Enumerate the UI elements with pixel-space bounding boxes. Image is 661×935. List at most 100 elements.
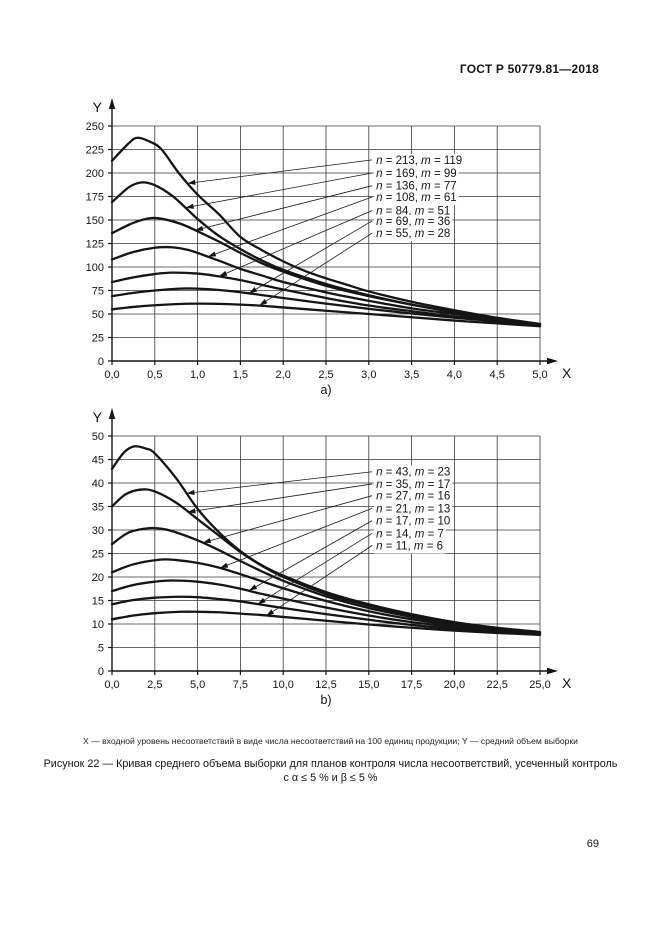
- y-axis-title: Y: [93, 409, 103, 425]
- chart-sublabel: b): [320, 693, 331, 707]
- y-axis-arrow-icon: [108, 98, 116, 109]
- legend-leader-line: [189, 483, 373, 513]
- curve-n21-m13: [110, 558, 542, 635]
- legend-label-mask: [374, 502, 453, 517]
- legend-label-n43: n = 43, m = 23: [376, 467, 450, 479]
- x-tick-label: 17,5: [401, 679, 422, 691]
- legend-leader-arrow-icon: [207, 251, 217, 257]
- legend-leader-line: [221, 508, 373, 568]
- legend-leader-arrow-icon: [195, 225, 204, 231]
- y-tick-label: 20: [92, 572, 104, 584]
- legend-label-n136: n = 136, m = 77: [376, 181, 457, 193]
- curve-n27-m16: [110, 526, 542, 635]
- y-tick-label: 75: [92, 286, 104, 298]
- curve-n35-m17: [110, 488, 542, 634]
- plot-area: 0,0 2,5 5,0 7,5 10,0 12,5 15,0 17,5 20,0 22,5 25,0…: [92, 408, 572, 707]
- x-axis-title: X: [562, 675, 572, 691]
- y-tick-label: 45: [92, 455, 104, 467]
- y-tick-label: 25: [92, 549, 104, 561]
- legend-leader-arrow-icon: [259, 299, 268, 306]
- y-tick-label: 175: [86, 192, 104, 204]
- chart-a: 0,0 0,5 1,0 1,5 2,0 2,5 3,0 3,5 4,0 4,5 5,0 0 25 50 75…: [86, 98, 572, 397]
- x-tick-label: 3,5: [404, 369, 419, 381]
- x-axis-arrow-icon: [547, 667, 558, 675]
- legend-label-n55: n = 55, m = 28: [376, 228, 450, 240]
- legend-leader-line: [196, 185, 373, 231]
- x-tick-label: 0,5: [147, 369, 162, 381]
- legend-leader-line: [259, 532, 373, 604]
- y-tick-label: 5: [98, 643, 104, 655]
- x-tick-label: 5,0: [532, 369, 547, 381]
- x-tick-label: 5,0: [190, 679, 205, 691]
- x-tick-label: 20,0: [444, 679, 465, 691]
- legend-leader-line: [189, 159, 373, 184]
- curve-n213-m119: [110, 136, 542, 326]
- legend-label-n69: n = 69, m = 36: [376, 216, 450, 228]
- x-tick-label: 22,5: [486, 679, 507, 691]
- legend-leader-arrow-icon: [185, 203, 194, 209]
- x-tick-label: 2,0: [276, 369, 291, 381]
- legend-label-mask: [374, 514, 453, 529]
- y-axis-arrow-icon: [108, 408, 116, 419]
- chart-sublabel: a): [320, 383, 331, 397]
- y-tick-label: 0: [98, 666, 104, 678]
- y-tick-label: 200: [86, 168, 104, 180]
- legend-label-mask: [374, 227, 453, 242]
- legend-label-n84: n = 84, m = 51: [376, 206, 450, 218]
- legend-label-n27: n = 27, m = 16: [376, 491, 450, 503]
- y-tick-label: 125: [86, 239, 104, 251]
- legend-leader-arrow-icon: [248, 584, 258, 591]
- legend-label-mask: [374, 190, 459, 205]
- legend-label-mask: [374, 489, 453, 504]
- legend-label-mask: [374, 465, 453, 480]
- legend-leader-arrow-icon: [266, 609, 275, 617]
- x-tick-label: 0,0: [104, 679, 119, 691]
- legend-leader-line: [250, 220, 373, 293]
- y-axis-title: Y: [93, 99, 103, 115]
- legend-leader-arrow-icon: [187, 179, 196, 185]
- legend-leader-arrow-icon: [219, 562, 229, 569]
- y-tick-label: 100: [86, 262, 104, 274]
- y-tick-label: 50: [92, 309, 104, 321]
- x-tick-label: 1,0: [190, 369, 205, 381]
- y-tick-label: 150: [86, 215, 104, 227]
- curve-n11-m6: [110, 610, 542, 636]
- axis-definitions-note: X — входной уровень несоответствий в вид…: [83, 736, 578, 746]
- legend-leader-arrow-icon: [202, 538, 212, 544]
- y-tick-label: 50: [92, 431, 104, 443]
- legend-leader-arrow-icon: [186, 489, 195, 495]
- x-tick-label: 4,0: [447, 369, 462, 381]
- x-axis-title: X: [562, 365, 572, 381]
- legend-label-mask: [374, 179, 459, 194]
- y-tick-label: 250: [86, 121, 104, 133]
- y-tick-label: 30: [92, 525, 104, 537]
- x-tick-label: 2,5: [318, 369, 333, 381]
- x-tick-label: 2,5: [147, 679, 162, 691]
- x-tick-label: 4,5: [490, 369, 505, 381]
- legend-label-mask: [374, 214, 453, 229]
- legend-leader-line: [188, 471, 373, 494]
- legend-label-n35: n = 35, m = 17: [376, 479, 450, 491]
- x-tick-label: 12,5: [315, 679, 336, 691]
- legend-leader-arrow-icon: [248, 287, 258, 294]
- y-tick-label: 25: [92, 333, 104, 345]
- legend-leader-arrow-icon: [257, 597, 266, 605]
- x-tick-label: 7,5: [233, 679, 248, 691]
- legend-label-mask: [374, 477, 453, 492]
- x-tick-label: 3,0: [361, 369, 376, 381]
- legend-label-mask: [374, 153, 465, 168]
- legend-leader-line: [250, 520, 373, 590]
- page-number: 69: [586, 838, 599, 850]
- legend-leader-arrow-icon: [187, 508, 196, 514]
- curve-n17-m10: [110, 579, 542, 636]
- legend-leader-line: [187, 172, 373, 208]
- legend-label-mask: [374, 539, 446, 554]
- legend-label-n108: n = 108, m = 61: [376, 192, 457, 204]
- legend-label-n14: n = 14, m = 7: [376, 528, 444, 540]
- curve-n55-m28: [110, 302, 542, 328]
- curve-n14-m7: [110, 595, 542, 636]
- x-tick-label: 15,0: [358, 679, 379, 691]
- legend-label-mask: [374, 167, 459, 181]
- legend-leader-line: [209, 196, 373, 257]
